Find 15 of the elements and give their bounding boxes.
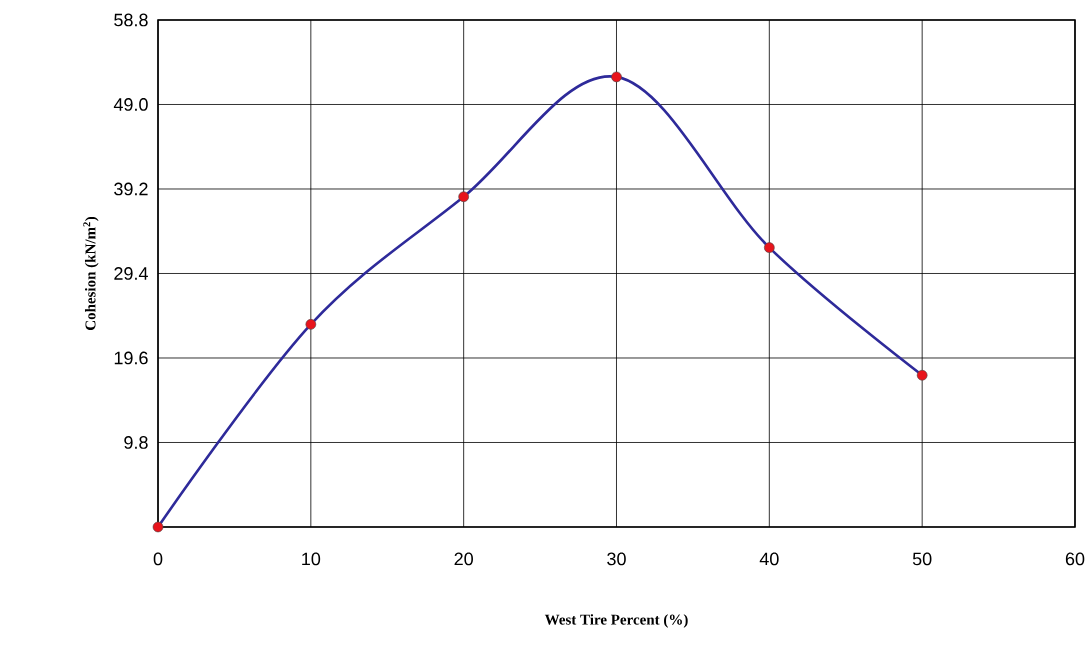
- x-tick-label: 50: [912, 552, 932, 566]
- x-tick-label: 60: [1065, 552, 1085, 566]
- y-tick-label: 9.8: [124, 436, 148, 449]
- x-tick-label: 10: [302, 552, 321, 566]
- y-tick-label: 29.4: [114, 267, 148, 280]
- y-tick-label: 58.8: [114, 13, 148, 27]
- y-tick-label: 19.6: [114, 351, 148, 365]
- x-tick-label: 30: [607, 552, 626, 566]
- y-axis-title: Cohesion (kN/m$^{2}$): [83, 216, 99, 331]
- y-tick-label: 39.2: [114, 182, 148, 196]
- x-axis-title: West Tire Percent (%): [544, 614, 688, 628]
- x-tick-label: 20: [454, 552, 473, 566]
- y-tick-label: 49.0: [113, 98, 148, 111]
- x-tick-label: 40: [759, 552, 779, 566]
- x-tick-label: 0: [153, 552, 163, 566]
